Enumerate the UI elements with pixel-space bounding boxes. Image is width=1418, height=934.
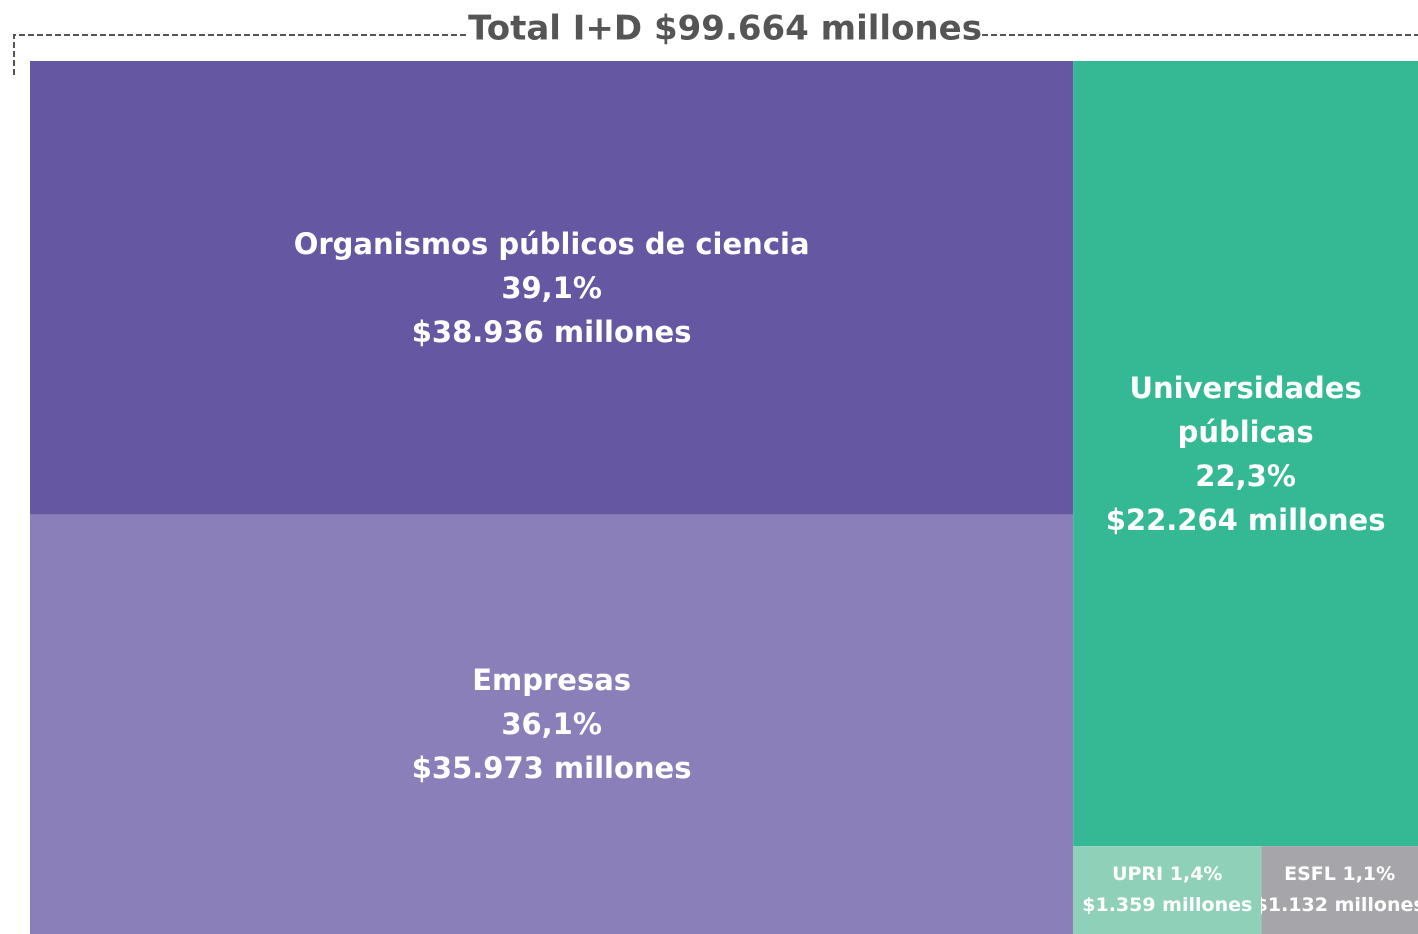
category-label: ESFL — [1284, 863, 1336, 886]
percent-label: 39,1% — [501, 270, 602, 305]
tile-label: Empresas 36,1% $35.973 millones — [30, 515, 1073, 934]
value-label: $1.132 millones — [1261, 894, 1418, 917]
percent-label: 1,4% — [1169, 863, 1223, 886]
bracket — [13, 34, 1418, 75]
tile-label: Universidades públicas 22,3% $22.264 millo… — [1073, 61, 1418, 846]
tile-label: UPRI 1,4% $1.359 millones — [1073, 846, 1261, 934]
label-row: ESFL 1,1% — [1284, 859, 1395, 890]
tile — [1261, 846, 1418, 934]
chart-title: Total I+D $99.664 millones — [468, 9, 982, 49]
label-box: Organismos públicos de ciencia 39,1% $38.9… — [30, 61, 1073, 515]
value-label: $35.973 millones — [411, 751, 692, 786]
label-box: Empresas 36,1% $35.973 millones — [30, 515, 1073, 934]
category-label: Empresas — [472, 663, 632, 698]
tile — [30, 61, 1074, 515]
tile — [1073, 846, 1262, 934]
label-box: UPRI 1,4% $1.359 millones — [1073, 846, 1261, 934]
category-label: Universidades públicas — [1129, 370, 1362, 449]
value-label: $38.936 millones — [411, 314, 692, 349]
tile — [30, 514, 1074, 934]
percent-label: 1,1% — [1342, 863, 1396, 886]
value-label: $22.264 millones — [1105, 502, 1386, 537]
category-label: Organismos públicos de ciencia — [293, 226, 810, 261]
label-row: UPRI 1,4% — [1112, 859, 1222, 890]
label-box: Universidades públicas 22,3% $22.264 millo… — [1073, 61, 1418, 846]
percent-label: 22,3% — [1195, 458, 1296, 493]
label-box: ESFL 1,1% $1.132 millones — [1261, 846, 1418, 934]
category-label: UPRI — [1112, 863, 1164, 886]
value-label: $1.359 millones — [1082, 894, 1253, 917]
tile-label: ESFL 1,1% $1.132 millones — [1261, 846, 1418, 934]
percent-label: 36,1% — [501, 707, 602, 742]
tile-label: Organismos públicos de ciencia 39,1% $38.9… — [30, 61, 1073, 515]
tile — [1073, 61, 1418, 847]
